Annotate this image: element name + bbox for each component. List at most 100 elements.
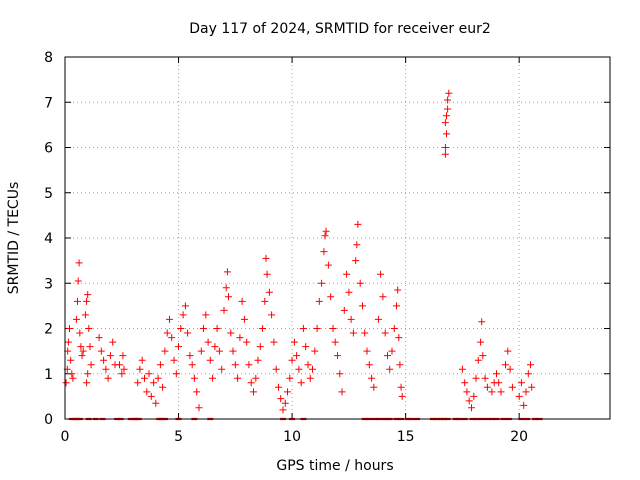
data-point — [381, 329, 389, 337]
data-point — [145, 370, 153, 378]
data-point — [508, 383, 516, 391]
data-point — [374, 315, 382, 323]
data-point — [288, 356, 296, 364]
data-point — [309, 365, 316, 373]
data-point — [515, 392, 523, 400]
data-point — [106, 352, 114, 360]
data-point — [322, 227, 330, 235]
data-point — [206, 356, 214, 364]
data-point — [74, 297, 81, 305]
y-tick-label: 6 — [44, 141, 53, 157]
data-point — [250, 388, 257, 396]
x-tick-label: 15 — [397, 429, 415, 445]
data-point — [488, 388, 496, 396]
data-point — [502, 361, 509, 369]
data-point — [175, 343, 182, 351]
data-point — [143, 388, 151, 396]
data-point — [398, 392, 406, 400]
x-tick-label: 5 — [174, 429, 183, 445]
y-tick-label: 2 — [44, 322, 53, 338]
data-point — [281, 399, 289, 407]
data-point — [345, 288, 353, 296]
data-point — [377, 270, 385, 278]
data-point — [172, 370, 180, 378]
data-point — [193, 388, 201, 396]
data-point — [154, 374, 162, 382]
data-point — [343, 270, 351, 278]
data-point — [336, 370, 344, 378]
data-point — [204, 338, 212, 346]
data-point — [141, 374, 148, 382]
data-point — [64, 338, 72, 346]
data-point — [147, 392, 155, 400]
x-tick-label: 10 — [283, 429, 301, 445]
data-point — [200, 325, 207, 332]
data-point — [184, 329, 192, 337]
data-point — [136, 365, 144, 373]
data-point — [468, 404, 475, 412]
data-point — [81, 311, 89, 319]
data-point — [397, 383, 405, 391]
data-point — [83, 379, 91, 387]
data-point — [78, 352, 86, 360]
data-point — [215, 347, 223, 355]
data-point — [324, 261, 332, 269]
data-point — [156, 361, 164, 369]
data-point — [118, 370, 126, 378]
data-point — [352, 257, 360, 265]
data-point — [109, 338, 117, 346]
y-axis-label: SRMTID / TECUs — [6, 182, 22, 295]
plot-frame — [64, 56, 611, 420]
data-point — [177, 325, 185, 332]
data-point — [463, 388, 471, 396]
y-tick-label: 4 — [44, 231, 53, 247]
data-point — [395, 334, 403, 342]
data-point — [465, 397, 473, 405]
data-point — [75, 259, 83, 267]
data-point — [263, 270, 271, 278]
y-tick-label: 3 — [44, 276, 53, 292]
data-point — [247, 379, 255, 387]
data-point — [152, 399, 160, 407]
data-point — [138, 356, 146, 364]
data-point — [506, 365, 514, 373]
data-point — [441, 150, 449, 158]
data-point — [186, 352, 194, 360]
data-point — [363, 347, 371, 355]
data-point — [134, 379, 142, 387]
data-point — [478, 318, 486, 326]
y-tick-label: 0 — [44, 412, 53, 428]
data-point — [84, 370, 92, 378]
data-point — [195, 404, 203, 412]
data-point — [159, 383, 167, 391]
data-point — [520, 401, 528, 409]
data-point — [225, 293, 232, 301]
y-tick-label: 5 — [44, 186, 53, 202]
data-point — [236, 334, 244, 342]
data-point — [353, 241, 361, 249]
data-point — [443, 130, 450, 138]
data-point — [295, 365, 303, 373]
data-point — [334, 352, 341, 360]
axis-ticks: 0 1 2 3 4 5 6 7 8 0 5 10 15 20 — [44, 50, 610, 445]
data-point — [517, 379, 525, 387]
data-point — [79, 347, 87, 355]
data-point — [495, 379, 503, 387]
data-point — [524, 370, 532, 378]
data-point — [497, 388, 505, 396]
data-point — [227, 329, 235, 337]
x-axis-label: GPS time / hours — [276, 458, 393, 474]
data-point — [481, 374, 489, 382]
data-point — [394, 286, 402, 294]
data-points — [62, 89, 543, 421]
data-point — [86, 343, 94, 351]
data-point — [102, 365, 110, 373]
data-point — [290, 338, 298, 346]
data-point — [313, 325, 321, 332]
data-point — [68, 370, 76, 378]
data-point — [445, 89, 453, 97]
data-point — [245, 361, 253, 369]
data-point — [254, 356, 262, 364]
data-point — [393, 302, 400, 310]
